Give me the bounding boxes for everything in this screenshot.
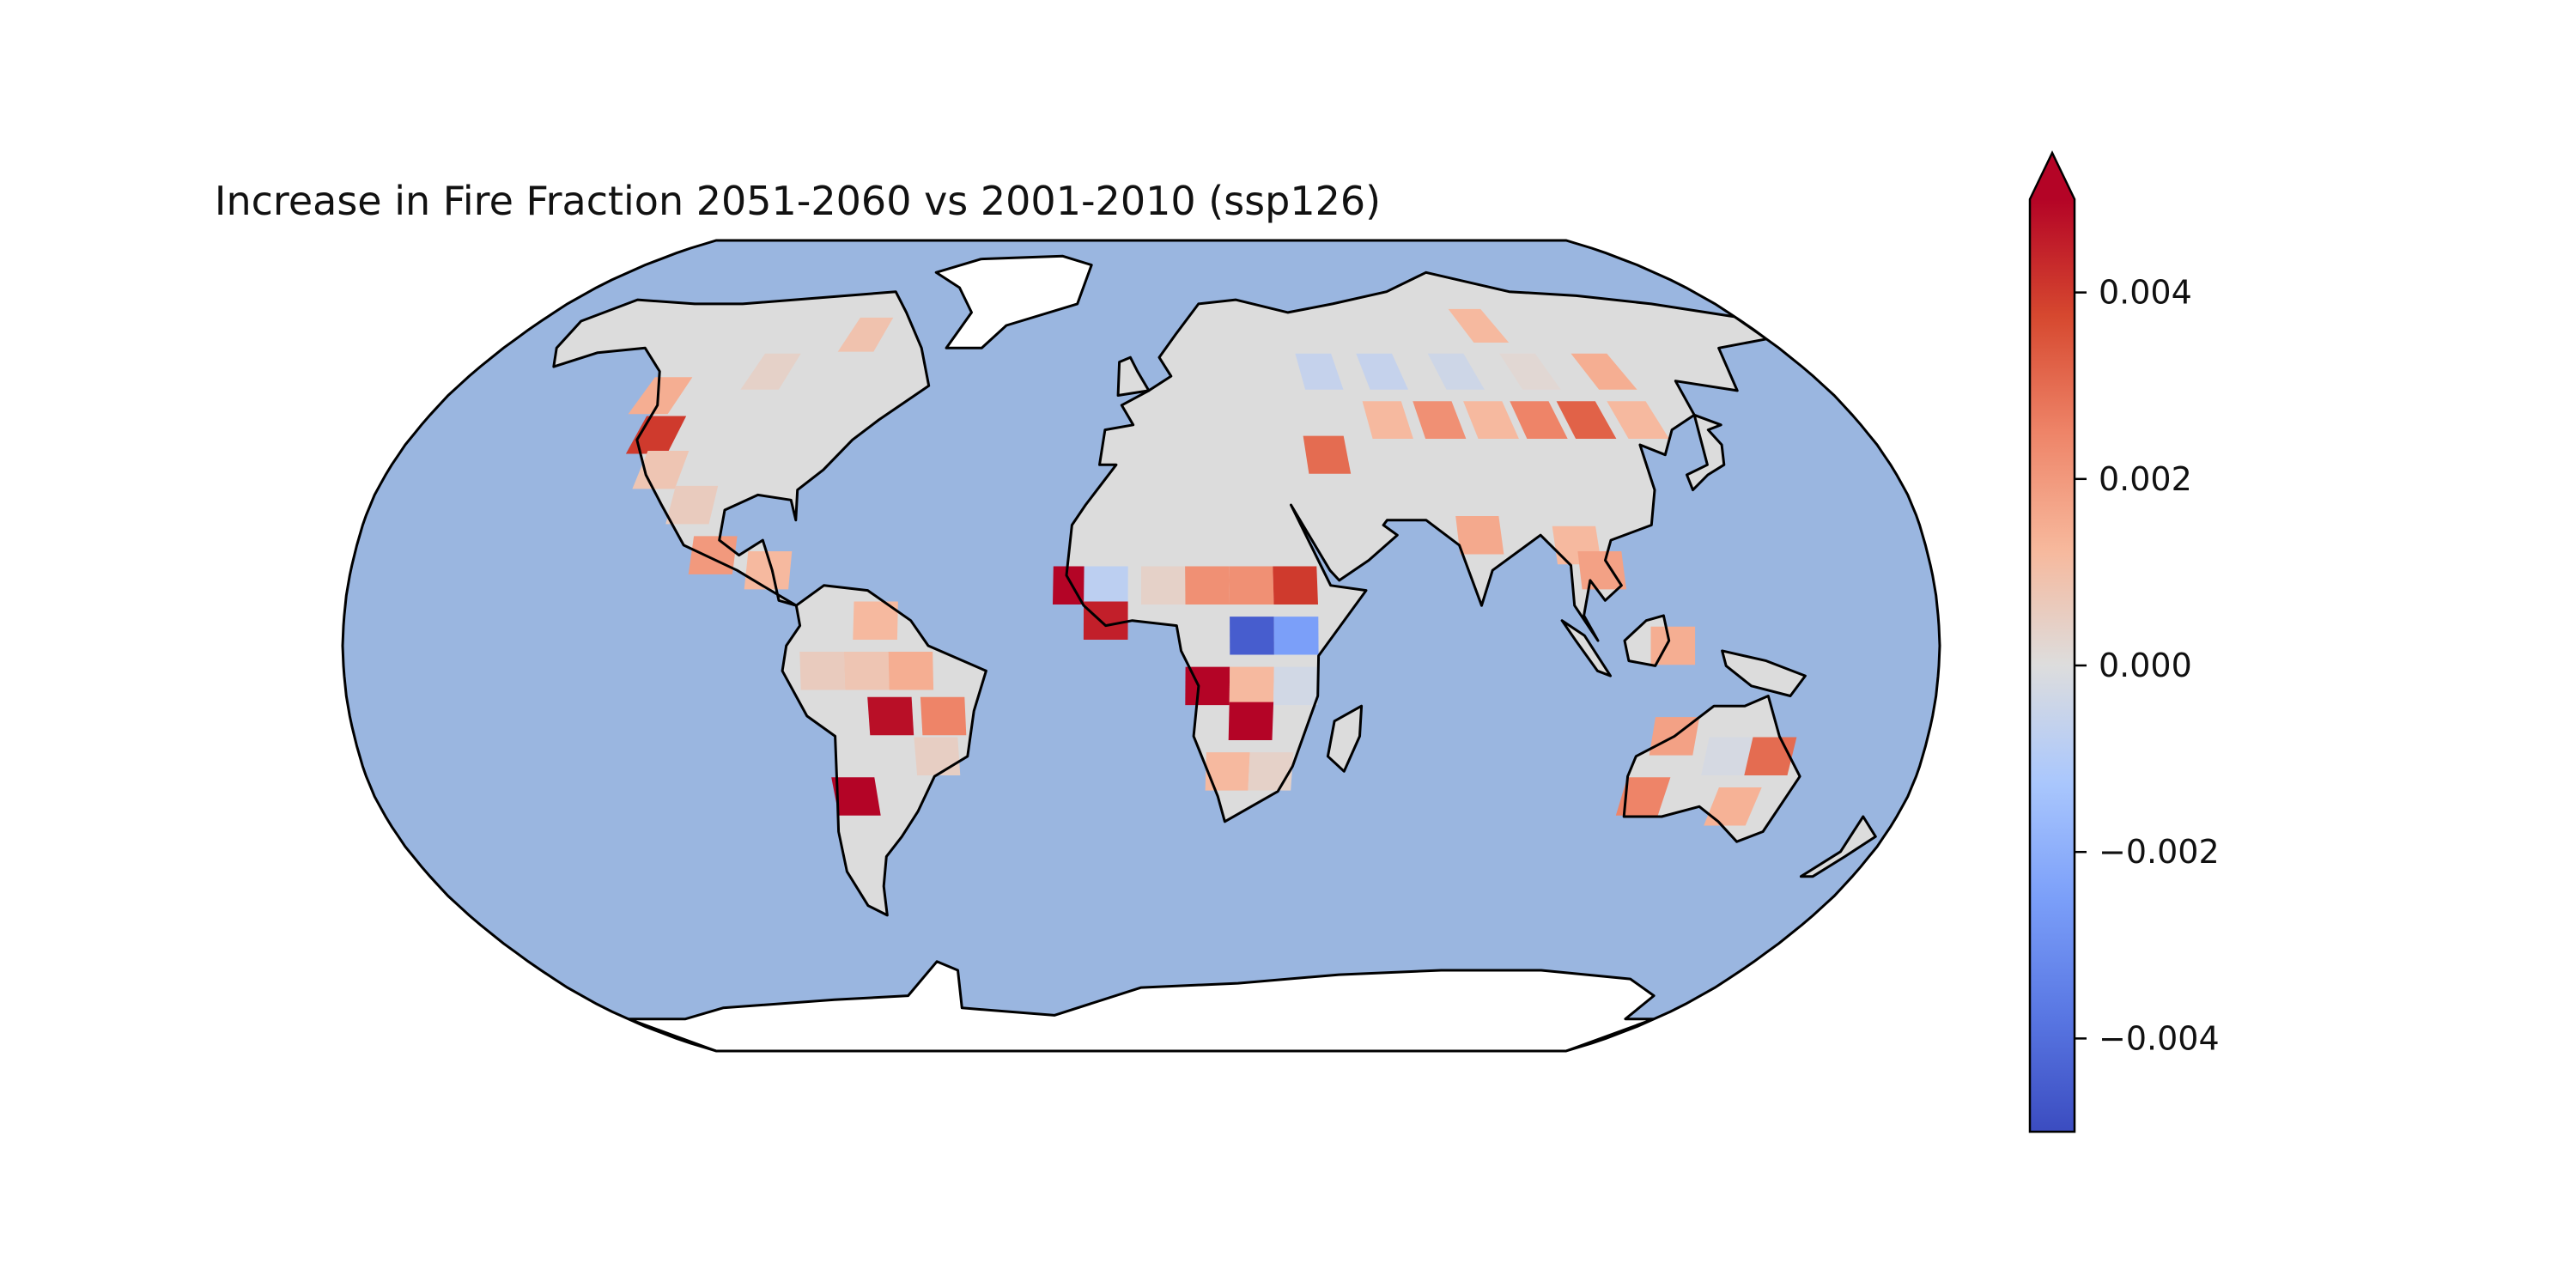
anomaly-cell <box>744 551 793 590</box>
anomaly-cell <box>1228 702 1274 740</box>
anomaly-cell <box>920 696 967 736</box>
new-zealand-land <box>1801 817 1876 877</box>
anomaly-cell <box>1185 566 1230 605</box>
anomaly-cell <box>1455 516 1504 555</box>
greenland-land <box>936 256 1092 349</box>
colorbar-gradient <box>2030 199 2075 1132</box>
colorbar-tick-label: −0.004 <box>2099 1019 2220 1057</box>
anomaly-cell <box>1084 566 1128 605</box>
sumatra-land <box>1562 620 1611 677</box>
britain-coastline <box>1116 355 1151 397</box>
anomaly-cell <box>914 737 961 775</box>
sumatra-coastline <box>1560 619 1612 677</box>
colorbar: 0.004 0.002 0.000 −0.002 −0.004 <box>2028 150 2220 1133</box>
anomaly-cell <box>1248 752 1294 791</box>
madagascar-coastline <box>1326 704 1364 773</box>
anomaly-cell <box>1303 435 1352 474</box>
colorbar-extend-arrow <box>2030 153 2075 199</box>
anomaly-cell <box>1273 566 1318 605</box>
anomaly-cell <box>625 416 687 454</box>
world-map <box>341 239 1941 1053</box>
anomaly-cell <box>632 451 690 489</box>
anomaly-cell <box>1463 401 1519 439</box>
anomaly-cell <box>837 317 894 352</box>
anomaly-cell <box>888 652 934 690</box>
anomaly-cell <box>1448 308 1510 343</box>
colorbar-tick-label: −0.002 <box>2099 833 2220 871</box>
anomaly-cell <box>688 536 738 574</box>
anomaly-cell <box>853 601 898 640</box>
anomaly-cell <box>831 777 881 816</box>
anomaly-cell <box>1083 601 1128 640</box>
anomaly-cells <box>625 308 1797 826</box>
south-america-coastline <box>781 584 987 917</box>
anomaly-cell <box>1510 401 1568 439</box>
anomaly-cell <box>799 652 846 690</box>
japan-coastline <box>1686 413 1726 492</box>
anomaly-cell <box>1499 353 1561 390</box>
antarctica-coastline <box>627 960 1656 1051</box>
anomaly-cell <box>665 485 719 525</box>
colorbar-tick-label: 0.004 <box>2099 274 2192 312</box>
anomaly-cell <box>1356 353 1408 390</box>
britain-land <box>1118 357 1149 396</box>
anomaly-cell <box>1704 787 1762 826</box>
australia-coastline <box>1622 695 1801 843</box>
colorbar-tick-label: 0.002 <box>2099 460 2192 498</box>
anomaly-cell <box>1427 353 1485 390</box>
greenland-coastline <box>934 254 1093 349</box>
anomaly-cell <box>1141 566 1186 605</box>
anomaly-cell <box>740 353 801 390</box>
anomaly-cell <box>1229 666 1274 706</box>
anomaly-cell <box>867 696 914 736</box>
new-guinea-coastline <box>1721 649 1807 697</box>
antarctica-land <box>628 961 1655 1051</box>
anomaly-cell <box>1413 401 1467 439</box>
north-america-coastline <box>552 290 931 607</box>
anomaly-cell <box>1229 566 1274 605</box>
anomaly-cell <box>1185 666 1230 706</box>
anomaly-cell <box>1556 401 1617 439</box>
north-america-land <box>553 291 929 606</box>
new-zealand-coastline <box>1799 815 1877 878</box>
anomaly-cell <box>628 377 693 415</box>
colorbar-ticks: 0.004 0.002 0.000 −0.002 −0.004 <box>2075 274 2220 1057</box>
colorbar-tick-label: 0.000 <box>2099 647 2192 684</box>
borneo-coastline <box>1623 614 1671 667</box>
coastlines <box>552 254 1877 1051</box>
anomaly-cell <box>1607 401 1669 439</box>
anomaly-cell <box>843 652 890 690</box>
anomaly-cell <box>1205 752 1250 791</box>
new-guinea-land <box>1722 650 1806 696</box>
anomaly-cell <box>1701 737 1753 775</box>
anomaly-cell <box>1650 626 1696 665</box>
anomaly-cell <box>1615 777 1671 816</box>
map-boundary <box>341 239 1941 1053</box>
anomaly-cell <box>1295 353 1344 390</box>
anomaly-cell <box>1571 353 1637 390</box>
anomaly-cell <box>1230 617 1274 655</box>
anomaly-cell <box>1362 401 1413 439</box>
anomaly-cell <box>1273 617 1319 655</box>
eurasia-africa-coastline <box>1065 270 1768 823</box>
anomaly-cell <box>1273 666 1319 706</box>
madagascar-land <box>1327 706 1362 772</box>
map-title: Increase in Fire Fraction 2051-2060 vs 2… <box>215 178 1381 224</box>
